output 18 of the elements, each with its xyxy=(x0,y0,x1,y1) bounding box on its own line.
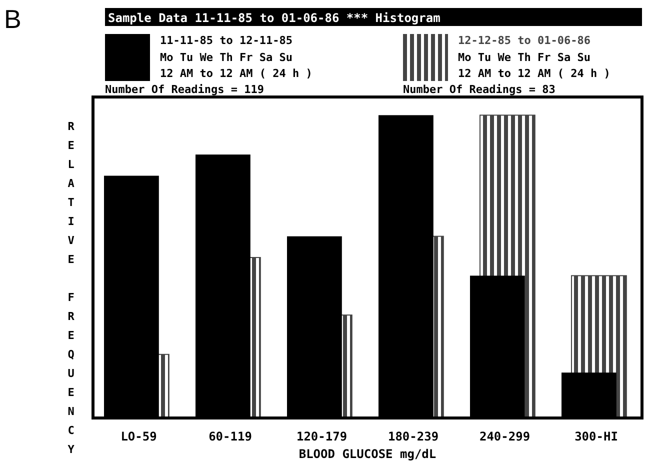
text: B xyxy=(4,4,22,34)
text: 11-11-85 to 12-11-85 xyxy=(160,34,292,47)
text: 12-12-85 to 01-06-86 xyxy=(458,34,591,47)
chart-title: Sample Data 11-11-85 to 01-06-86 *** Histogram xyxy=(108,11,440,25)
x-tick-label: 120-179 xyxy=(296,430,348,444)
text: 12 AM to 12 AM ( 24 h ) xyxy=(458,67,610,80)
text: Mo Tu We Th Fr Sa Su xyxy=(160,51,292,64)
text: 12 AM to 12 AM ( 24 h ) xyxy=(160,67,312,80)
x-tick-label: 300-HI xyxy=(574,430,618,444)
x-tick-label: 180-239 xyxy=(388,430,439,444)
x-tick-label: LO-59 xyxy=(120,430,157,444)
text: Number Of Readings = 83 xyxy=(403,83,556,96)
text: RELATIVE FREQUENCY xyxy=(68,120,74,456)
text: Number Of Readings = 119 xyxy=(105,83,264,96)
text: Mo Tu We Th Fr Sa Su xyxy=(458,51,590,64)
x-tick-label: 60-119 xyxy=(208,430,252,444)
x-tick-label: 240-299 xyxy=(479,430,530,444)
x-axis-title: BLOOD GLUCOSE mg/dL xyxy=(298,447,436,461)
